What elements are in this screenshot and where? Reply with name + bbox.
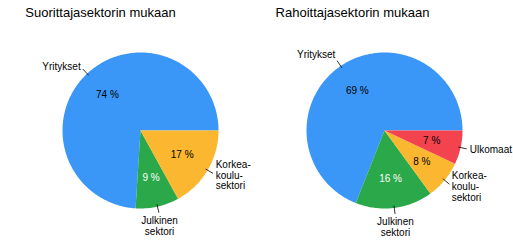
svg-text:Julkinensektori: Julkinensektori [377,216,414,238]
svg-text:Rahoittajasektorin mukaan: Rahoittajasektorin mukaan [276,5,430,20]
svg-text:Korkea-koulu-sektori: Korkea-koulu-sektori [452,170,487,203]
svg-text:Julkinensektori: Julkinensektori [141,215,178,237]
svg-text:Yritykset: Yritykset [297,49,336,60]
svg-text:74 %: 74 % [96,89,119,100]
svg-text:Suorittajasektorin mukaan: Suorittajasektorin mukaan [25,5,175,20]
svg-text:69 %: 69 % [346,85,369,96]
svg-text:7 %: 7 % [423,135,440,146]
svg-text:16 %: 16 % [379,173,402,184]
svg-text:17 %: 17 % [171,149,194,160]
svg-text:Korkea-koulu-sektori: Korkea-koulu-sektori [216,158,251,191]
svg-text:9 %: 9 % [142,172,159,183]
svg-text:Yritykset: Yritykset [42,61,81,72]
svg-text:8 %: 8 % [413,156,430,167]
svg-text:Ulkomaat: Ulkomaat [470,144,512,155]
